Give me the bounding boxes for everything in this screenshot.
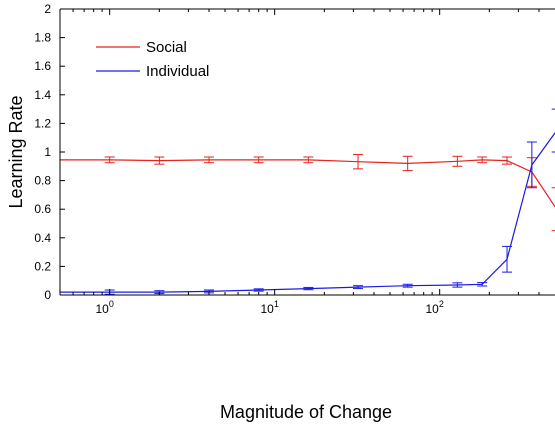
x-axis-label: Magnitude of Change xyxy=(220,402,392,422)
x-tick-label: 100 xyxy=(95,299,113,316)
series-social xyxy=(60,154,555,232)
y-tick-label: 0.8 xyxy=(34,174,51,188)
y-tick-label: 1.8 xyxy=(34,31,51,45)
y-tick-label: 0 xyxy=(44,288,51,302)
y-axis-label: Learning Rate xyxy=(6,95,26,208)
legend-label-individual: Individual xyxy=(146,63,209,80)
y-tick-label: 1.4 xyxy=(34,88,51,102)
axes-layer: 0 0.2 0.4 0.6 0.8 1 1.2 1.4 1.6 1.8 2 100 101 102 xyxy=(34,2,555,316)
y-tick-label: 0.2 xyxy=(34,259,51,273)
legend: Social Individual xyxy=(96,39,209,80)
x-tick-label: 101 xyxy=(260,299,278,316)
y-tick-label: 0.6 xyxy=(34,202,51,216)
x-tick-label: 102 xyxy=(425,299,443,316)
y-tick-label: 2 xyxy=(44,2,51,16)
y-tick-label: 1 xyxy=(44,145,51,159)
series-layer xyxy=(60,108,555,295)
y-tick-label: 1.6 xyxy=(34,59,51,73)
series-line-social xyxy=(60,159,555,208)
series-line-individual xyxy=(60,131,555,293)
y-tick-label: 1.2 xyxy=(34,116,51,130)
y-tick-label: 0.4 xyxy=(34,231,51,245)
legend-label-social: Social xyxy=(146,39,187,56)
